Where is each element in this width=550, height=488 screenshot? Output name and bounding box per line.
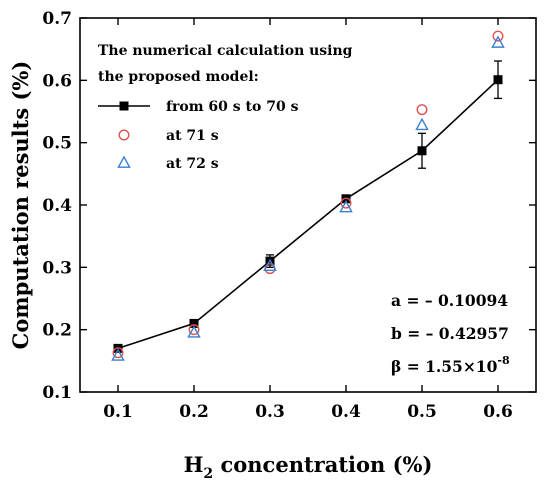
annotation-beta-exp: -8 xyxy=(497,354,510,367)
series-3-point-2 xyxy=(263,258,277,271)
legend: The numerical calculation using the prop… xyxy=(98,43,353,172)
annotation-beta-base: β = 1.55×10 xyxy=(391,357,498,376)
annotation-a: a = – 0.10094 xyxy=(391,291,508,310)
parameter-annotations: a = – 0.10094 b = – 0.42957 β = 1.55×10-… xyxy=(391,291,510,376)
series-2-point-5 xyxy=(492,30,504,42)
y-tick-label-2: 0.3 xyxy=(42,258,72,278)
series-3-point-0 xyxy=(111,348,125,361)
x-axis-title-base: H xyxy=(184,452,204,477)
series-2-point-3 xyxy=(340,197,352,209)
legend-key-marker-1 xyxy=(119,101,129,111)
annotation-beta: β = 1.55×10-8 xyxy=(391,354,510,376)
x-tick-label-1: 0.2 xyxy=(179,402,209,422)
y-tick-label-1: 0.2 xyxy=(42,321,72,341)
legend-keys xyxy=(98,101,150,168)
annotation-b: b = – 0.42957 xyxy=(391,324,509,343)
x-tick-label-3: 0.4 xyxy=(331,402,361,422)
series-1-line xyxy=(117,79,499,350)
y-axis-title: Computation results (%) xyxy=(8,61,33,350)
x-axis: 0.1 0.2 0.3 0.4 0.5 0.6 xyxy=(103,18,513,422)
series-3-point-5 xyxy=(491,35,505,48)
x-tick-label-0: 0.1 xyxy=(103,402,133,422)
legend-title-line-1: The numerical calculation using xyxy=(98,43,353,59)
legend-key-marker-3 xyxy=(117,155,131,168)
legend-key-marker-2 xyxy=(118,129,130,141)
legend-label-series-3: at 72 s xyxy=(166,156,219,172)
x-axis-title-rest: concentration (%) xyxy=(213,452,432,477)
y-tick-label-3: 0.4 xyxy=(42,196,72,216)
x-tick-label-2: 0.3 xyxy=(255,402,285,422)
y-tick-label-5: 0.6 xyxy=(42,71,72,91)
series-2-point-1 xyxy=(188,324,200,336)
legend-label-series-1: from 60 s to 70 s xyxy=(166,99,299,115)
x-axis-title: H2 concentration (%) xyxy=(184,452,433,482)
series-2-point-0 xyxy=(112,347,124,359)
data-marks xyxy=(111,30,505,361)
series-3-point-4 xyxy=(415,117,429,131)
y-axis: 0.1 0.2 0.3 0.4 0.5 0.6 0.7 xyxy=(42,9,536,403)
y-tick-label-0: 0.1 xyxy=(42,383,72,403)
series-1-point-5 xyxy=(493,75,503,85)
series-1-point-1 xyxy=(189,318,199,328)
series-3-point-1 xyxy=(187,325,201,338)
y-tick-label-4: 0.5 xyxy=(42,134,72,154)
x-tick-label-5: 0.6 xyxy=(483,402,513,422)
series-2-point-4 xyxy=(416,104,428,116)
legend-title-line-2: the proposed model: xyxy=(98,69,259,85)
x-axis-title-sub: 2 xyxy=(203,466,213,482)
x-tick-label-4: 0.5 xyxy=(407,402,437,422)
series-3-point-3 xyxy=(339,200,353,213)
legend-label-series-2: at 71 s xyxy=(166,128,219,144)
y-tick-label-6: 0.7 xyxy=(42,9,72,29)
series-1-point-4 xyxy=(417,146,427,156)
series-3 xyxy=(111,35,505,361)
